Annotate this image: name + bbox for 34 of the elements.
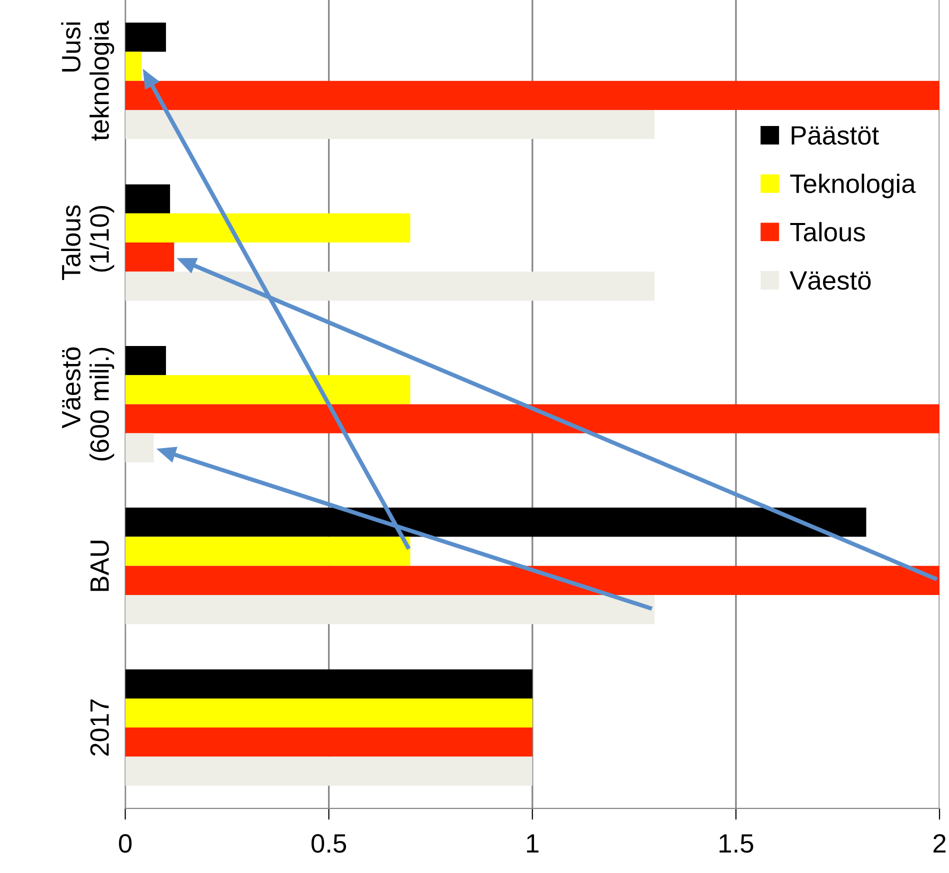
x-tick-label: 0.5 (312, 834, 346, 853)
legend-label: Talous (790, 222, 865, 242)
legend-label: Väestö (790, 271, 871, 290)
bar (125, 22, 166, 52)
bar (125, 213, 410, 243)
bar (125, 536, 410, 566)
bar (125, 594, 655, 624)
bar (125, 728, 532, 757)
bar (125, 80, 940, 110)
bar (125, 566, 940, 595)
bar (125, 433, 154, 462)
bar (125, 698, 532, 728)
legend-label: Päästöt (792, 126, 879, 145)
y-tick-label: BAU (90, 540, 109, 591)
y-tick-label: Talous (1/10) (61, 205, 114, 280)
x-tick-label: 0 (118, 834, 132, 853)
bar (125, 346, 166, 376)
x-tick-label: 2 (934, 834, 946, 853)
bar (125, 375, 410, 404)
y-tick-label: Väestö (600 milj.) (62, 347, 114, 460)
x-tick-label: 1.5 (720, 834, 754, 853)
bar (125, 184, 170, 214)
bar (125, 508, 866, 537)
bar (125, 272, 655, 301)
bar (125, 52, 142, 81)
bar (125, 242, 174, 272)
y-tick-label: 2017 (90, 700, 109, 756)
legend-label: Teknologia (790, 174, 916, 198)
bar (125, 669, 532, 698)
x-tick-label: 1 (527, 834, 538, 853)
bar (125, 110, 655, 140)
y-tick-label: Uusi teknologia (61, 20, 114, 141)
bar (125, 756, 532, 786)
bar (125, 404, 940, 434)
